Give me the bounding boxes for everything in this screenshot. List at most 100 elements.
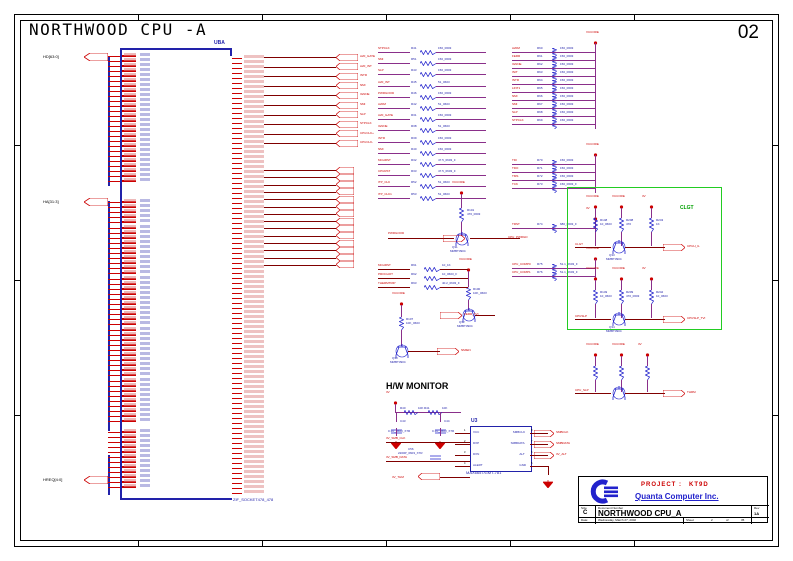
hwmon-net-wire-1 <box>386 442 470 443</box>
bus-port-hreq-flag[interactable] <box>84 476 108 484</box>
hwmon-r40-ref: R40 <box>400 406 406 410</box>
bus-port-hd-flag[interactable] <box>84 53 108 61</box>
title-block: PROJECT : KT9D Quanta Computer Inc. Size… <box>578 476 769 524</box>
clgt-rail-wire <box>621 280 622 290</box>
socket-pin-num-left <box>140 316 150 320</box>
socket-pin-name-right <box>244 65 264 68</box>
net-port-flag-2[interactable] <box>336 166 354 174</box>
socket-pin-wire-left <box>108 176 120 177</box>
net-port-flag[interactable] <box>336 101 358 109</box>
tr2-out-port[interactable] <box>440 311 462 319</box>
net-port-flag[interactable] <box>336 63 358 71</box>
pullup-resistor <box>552 72 557 81</box>
socket-pin-name-left <box>124 454 136 457</box>
socket-pin-stub-left <box>122 313 136 316</box>
u3-ic-body[interactable] <box>470 426 532 472</box>
socket-pin-num-left <box>140 372 150 376</box>
socket-pin-num-left <box>140 73 150 76</box>
socket-pin-name-left <box>124 316 136 320</box>
pullup-signal-label: NMI <box>512 94 518 98</box>
net-port-flag-2[interactable] <box>336 232 354 240</box>
net-port-flag[interactable] <box>336 139 358 147</box>
pullup-wire-out <box>536 276 596 277</box>
hwmon-thm-port[interactable] <box>418 473 440 480</box>
net-port-flag[interactable] <box>336 72 358 80</box>
socket-pin-name-right <box>244 275 264 278</box>
net-port-flag-2[interactable] <box>336 261 354 269</box>
u3-out-port[interactable] <box>534 451 554 459</box>
net-port-flag-2[interactable] <box>336 181 354 189</box>
net-port-flag-2[interactable] <box>336 246 354 254</box>
thrm-out-port[interactable] <box>663 389 685 397</box>
net-port-flag-2[interactable] <box>336 239 354 247</box>
socket-pin-num-left <box>140 336 150 340</box>
socket-pin-num-left <box>140 484 150 487</box>
tr3-res-value: 10_0603_F <box>442 272 458 276</box>
u3-out-label: SMBCLK <box>556 430 569 434</box>
socket-pin-wire-left <box>108 298 120 300</box>
tr1-out-port[interactable] <box>437 347 459 355</box>
socket-pin-name-right <box>244 345 264 348</box>
socket-pin-name-left <box>124 244 136 248</box>
net-port-flag[interactable] <box>336 82 358 90</box>
clgt-out-port[interactable] <box>663 243 685 251</box>
socket-pin-stub-left <box>122 85 136 87</box>
hwmon-c56-ref: C56 <box>408 447 414 451</box>
net-port-flag-2[interactable] <box>336 188 354 196</box>
thrm-transistor[interactable] <box>611 386 627 405</box>
net-port-flag-2[interactable] <box>336 195 354 203</box>
pullup-resistor <box>552 184 557 193</box>
net-port-flag-2[interactable] <box>336 224 354 232</box>
socket-pin-num-left <box>140 290 150 294</box>
pullup-signal-label: TMS <box>512 174 519 178</box>
socket-pin-wire-right <box>232 383 242 384</box>
socket-pin-name-right <box>244 245 264 248</box>
tr2-rail-label: VCCORE <box>459 257 472 261</box>
pullup-wire-out <box>536 68 596 69</box>
socket-pin-num-left <box>140 280 150 284</box>
socket-pin-name-left <box>124 464 136 467</box>
thrm-rail-wire <box>595 356 596 366</box>
net-port-flag[interactable] <box>336 120 358 128</box>
net-port-flag[interactable] <box>336 111 358 119</box>
socket-pin-name-right <box>244 145 264 148</box>
socket-pin-stub-left <box>122 90 136 92</box>
socket-pin-stub-left <box>122 262 136 265</box>
clgt-out-port[interactable] <box>663 315 685 323</box>
net-port-flag-2[interactable] <box>336 254 354 262</box>
u3-out-port[interactable] <box>534 440 554 448</box>
socket-pin-num-left <box>140 439 150 442</box>
pullup-res-value: 150_0603 <box>560 86 574 90</box>
pullup-resistor <box>552 56 557 65</box>
net-port-flag-2[interactable] <box>336 173 354 181</box>
net-wire-mid2 <box>264 199 336 201</box>
net-port-flag[interactable] <box>336 91 358 99</box>
socket-pin-num-left <box>140 199 150 202</box>
series-wire-out <box>436 74 486 76</box>
socket-pin-wire-right <box>232 393 242 394</box>
doc-caption: Document Number <box>598 506 624 510</box>
hwmon-net-thm: 3V_THM <box>392 475 404 479</box>
socket-pin-wire-right <box>232 233 242 234</box>
net-port-flag-2[interactable] <box>336 210 354 218</box>
bus-port-ha-flag[interactable] <box>84 198 108 206</box>
net-port-flag-2[interactable] <box>336 217 354 225</box>
socket-pin-stub-left <box>122 461 136 463</box>
tr0-out-port[interactable] <box>443 234 465 242</box>
socket-pin-name-left <box>124 214 136 218</box>
socket-pin-num-left <box>140 377 150 381</box>
socket-pin-wire-right <box>232 473 242 474</box>
net-port-flag[interactable] <box>336 130 358 138</box>
socket-pin-wire-right <box>232 468 242 469</box>
u3-part-label: MAX6657/GMT-781 <box>466 470 502 475</box>
socket-pin-stub-left <box>122 297 136 300</box>
title-block-divider-2 <box>579 517 769 518</box>
u3-out-port[interactable] <box>534 429 554 437</box>
socket-pin-wire-left <box>108 288 120 290</box>
net-port-flag[interactable] <box>336 53 358 61</box>
socket-pin-name-left <box>124 113 136 116</box>
clgt1-transistor[interactable] <box>611 312 627 331</box>
socket-pin-name-right <box>244 335 264 338</box>
net-port-flag-2[interactable] <box>336 203 354 210</box>
pullup-resistor <box>552 176 557 185</box>
